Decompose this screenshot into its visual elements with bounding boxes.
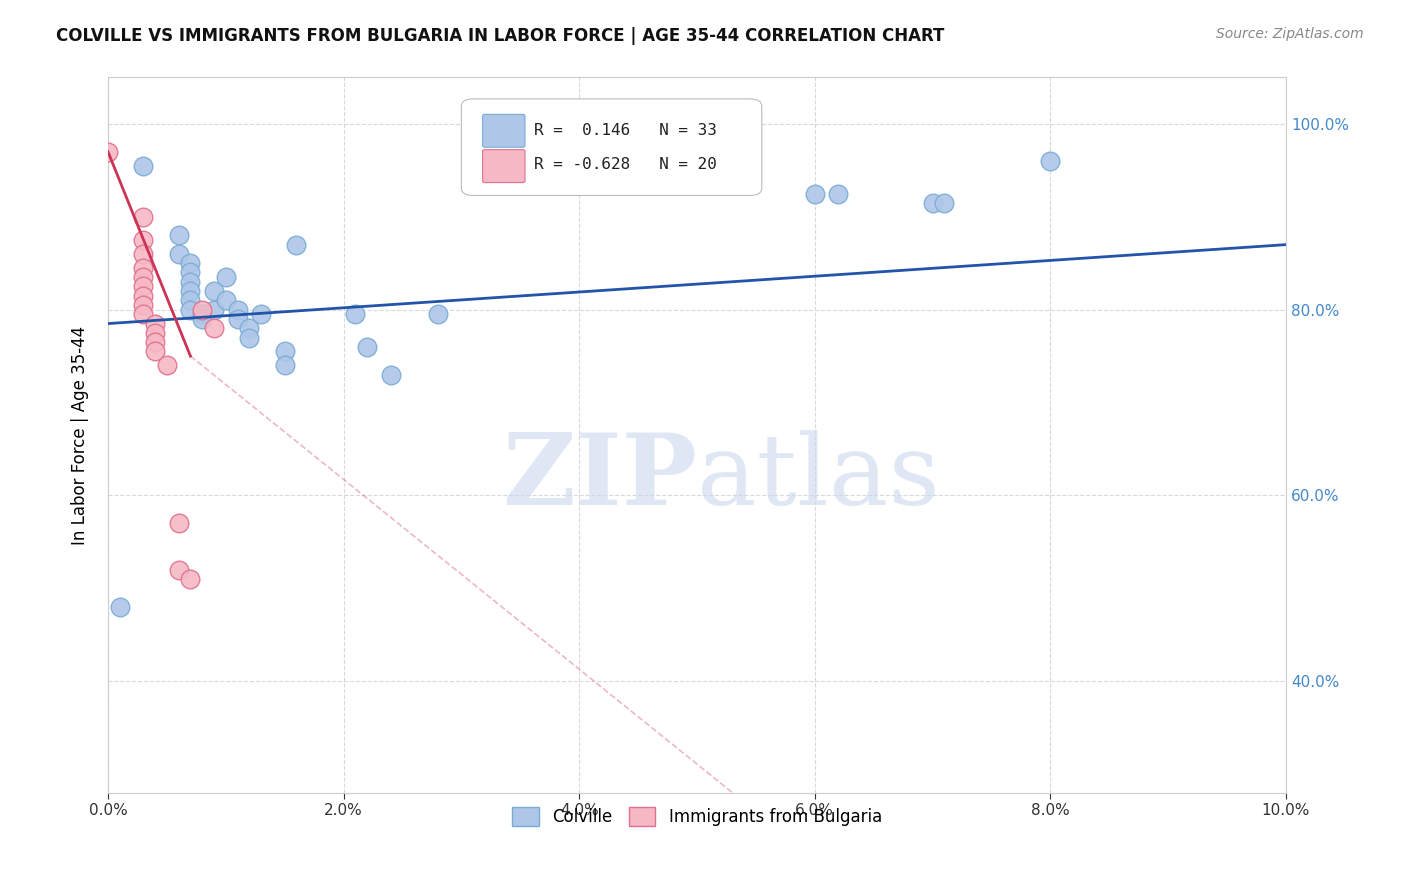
Point <box>132 260 155 275</box>
Text: COLVILLE VS IMMIGRANTS FROM BULGARIA IN LABOR FORCE | AGE 35-44 CORRELATION CHAR: COLVILLE VS IMMIGRANTS FROM BULGARIA IN … <box>56 27 945 45</box>
Point <box>132 298 155 312</box>
Point <box>143 317 166 331</box>
Point <box>827 186 849 201</box>
Point <box>167 563 190 577</box>
Point <box>143 344 166 359</box>
FancyBboxPatch shape <box>482 150 524 183</box>
Point <box>179 293 201 308</box>
Point <box>132 307 155 321</box>
Point <box>179 265 201 279</box>
Point <box>179 572 201 586</box>
Point <box>1039 154 1062 169</box>
Point <box>179 275 201 289</box>
Point <box>202 302 225 317</box>
Point <box>226 312 249 326</box>
Point <box>97 145 120 159</box>
Point <box>380 368 402 382</box>
Point <box>132 279 155 293</box>
Point <box>921 195 943 210</box>
Point <box>132 233 155 247</box>
Point <box>179 284 201 298</box>
Text: ZIP: ZIP <box>502 429 697 526</box>
Point <box>179 302 201 317</box>
Legend: Colville, Immigrants from Bulgaria: Colville, Immigrants from Bulgaria <box>503 798 890 834</box>
Point <box>167 516 190 531</box>
Point <box>215 270 238 285</box>
FancyBboxPatch shape <box>461 99 762 195</box>
Point <box>934 195 956 210</box>
Point <box>273 359 295 373</box>
Point <box>132 289 155 303</box>
Point <box>191 302 214 317</box>
Point <box>344 307 367 321</box>
Y-axis label: In Labor Force | Age 35-44: In Labor Force | Age 35-44 <box>72 326 89 545</box>
Point <box>191 312 214 326</box>
Point <box>156 359 179 373</box>
Text: Source: ZipAtlas.com: Source: ZipAtlas.com <box>1216 27 1364 41</box>
Point <box>179 256 201 270</box>
Point <box>167 247 190 261</box>
Point <box>226 302 249 317</box>
Point <box>132 247 155 261</box>
Point <box>167 228 190 243</box>
Point <box>238 321 260 335</box>
Point <box>191 307 214 321</box>
Point <box>250 307 273 321</box>
Point <box>238 330 260 344</box>
Point <box>803 186 825 201</box>
Text: R = -0.628   N = 20: R = -0.628 N = 20 <box>534 157 717 172</box>
Point <box>285 237 308 252</box>
Point <box>108 599 131 614</box>
Point <box>132 270 155 285</box>
Point <box>426 307 449 321</box>
Point <box>132 210 155 224</box>
Point <box>202 284 225 298</box>
Text: R =  0.146   N = 33: R = 0.146 N = 33 <box>534 122 717 137</box>
FancyBboxPatch shape <box>482 114 524 147</box>
Point <box>202 321 225 335</box>
Point <box>215 293 238 308</box>
Text: atlas: atlas <box>697 430 939 526</box>
Point <box>143 335 166 350</box>
Point <box>273 344 295 359</box>
Point <box>356 340 378 354</box>
Point <box>143 326 166 340</box>
Point <box>132 159 155 173</box>
